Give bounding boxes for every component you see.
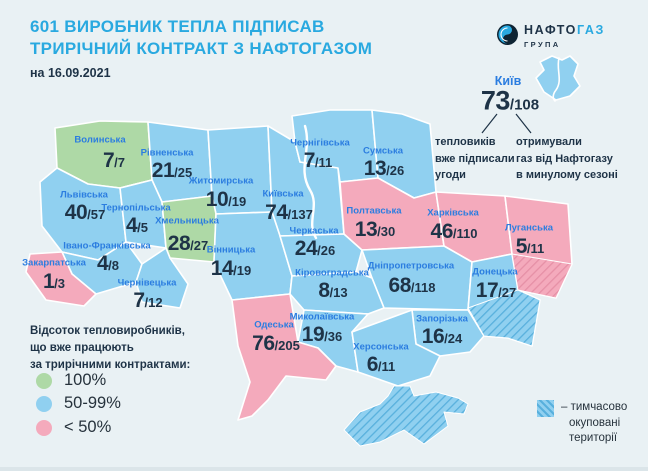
region-value-cherkasy: 24/26 <box>294 237 336 260</box>
region-label-ternopil: Тернопільська <box>101 202 171 214</box>
region-label-zakarpattia: Закарпатська <box>22 257 86 269</box>
region-label-kharkiv: Харківська <box>427 207 479 219</box>
region-value-chernivtsi: 7/12 <box>133 289 163 312</box>
region-value-khmelnytskyi: 28/27 <box>167 232 209 255</box>
region-value-vinnytsia: 14/19 <box>210 257 252 280</box>
occupied-legend: – тимчасово окуповані території <box>537 400 627 447</box>
legend-item-below-50: < 50% <box>36 418 111 437</box>
region-label-ivano-frankivsk: Івано-Франківська <box>63 240 151 252</box>
region-label-rivne: Рівненська <box>140 147 194 159</box>
region-value-ivano-frankivsk: 4/8 <box>96 252 120 275</box>
region-label-volyn: Волинська <box>74 134 126 146</box>
region-value-poltava: 13/30 <box>354 218 396 241</box>
region-value-kyiv-city: 73/108 <box>480 85 540 116</box>
region-value-rivne: 21/25 <box>151 159 193 182</box>
region-label-chernihiv: Чернігівська <box>290 137 350 149</box>
region-label-vinnytsia: Вінницька <box>206 244 256 256</box>
kyiv-river <box>552 57 561 102</box>
page-title: 601 ВИРОБНИК ТЕПЛА ПІДПИСАВ ТРИРІЧНИЙ КО… <box>30 16 372 60</box>
region-label-zaporizhzhia: Запорізька <box>416 313 468 325</box>
region-zakarpattia <box>25 251 97 307</box>
naftogaz-logo-icon <box>497 24 518 45</box>
region-value-zhytomyr: 10/19 <box>205 188 247 211</box>
region-label-poltava: Полтавська <box>346 205 402 217</box>
region-label-chernivtsi: Чернівецька <box>117 277 177 289</box>
brand-subtitle: ГРУПА <box>524 40 561 49</box>
region-value-kharkiv: 46/110 <box>430 220 478 243</box>
bottom-edge <box>0 467 648 471</box>
callout-note-left: тепловиків вже підписали угоди <box>435 136 515 181</box>
region-value-donetsk: 17/27 <box>475 279 517 302</box>
region-label-zhytomyr: Житомирська <box>188 175 254 187</box>
callout-line-left <box>481 113 498 134</box>
region-chernivtsi <box>135 247 189 309</box>
region-kyiv-city <box>535 55 581 101</box>
region-label-sumy: Сумська <box>362 145 404 157</box>
region-odesa <box>231 293 337 421</box>
region-cherkasy <box>279 233 363 277</box>
region-value-kherson: 6/11 <box>366 353 396 376</box>
legend-dot-pink <box>36 419 52 436</box>
region-label-dnipro: Дніпропетровська <box>367 260 455 272</box>
legend-intro: Відсоток тепловиробників, що вже працюют… <box>30 325 191 371</box>
donetsk-occupied-overlay <box>467 289 541 347</box>
region-value-lviv: 40/57 <box>64 201 106 224</box>
callout-note-right: отримували газ від Нафтогазу в минулому … <box>516 136 618 181</box>
dnipro-river <box>303 124 318 240</box>
region-label-lviv: Львівська <box>60 189 108 201</box>
callout-line-right <box>515 113 532 134</box>
region-value-odesa: 76/205 <box>252 332 300 355</box>
region-value-chernihiv: 7/11 <box>303 149 333 172</box>
region-value-ternopil: 4/5 <box>125 214 149 237</box>
region-label-luhansk: Луганська <box>504 222 554 234</box>
region-label-odesa: Одеська <box>254 319 294 331</box>
region-value-zakarpattia: 1/3 <box>42 270 66 293</box>
title-line2: ТРИРІЧНИЙ КОНТРАКТ З НАФТОГАЗОМ <box>30 39 373 58</box>
legend-dot-green <box>36 372 52 389</box>
region-value-volyn: 7/7 <box>102 149 126 172</box>
region-label-mykolaiv: Миколаївська <box>289 311 355 323</box>
region-value-luhansk: 5/11 <box>515 235 545 258</box>
region-value-kyiv-oblast: 74/137 <box>265 201 313 224</box>
luhansk-occupied-overlay <box>511 253 573 299</box>
legend-dot-blue <box>36 395 52 412</box>
region-label-kherson: Херсонська <box>353 341 409 353</box>
region-value-kirovohrad: 8/13 <box>318 279 348 302</box>
region-label-khmelnytskyi: Хмельницька <box>155 215 219 227</box>
region-crimea-occupied <box>343 385 469 447</box>
occupied-swatch <box>537 400 554 417</box>
region-value-dnipro: 68/118 <box>388 274 436 297</box>
date-label: на 16.09.2021 <box>30 66 111 80</box>
region-label-kirovohrad: Кіровоградська <box>295 267 369 279</box>
region-label-kyiv-city: Київ <box>494 74 522 88</box>
region-label-kyiv-oblast: Київська <box>262 188 304 200</box>
region-label-donetsk: Донецька <box>472 266 518 278</box>
region-kirovohrad <box>289 271 385 315</box>
region-value-sumy: 13/26 <box>363 157 405 180</box>
region-label-cherkasy: Черкаська <box>289 225 339 237</box>
region-value-mykolaiv: 19/36 <box>301 323 343 346</box>
region-kherson <box>351 309 441 387</box>
title-line1: 601 ВИРОБНИК ТЕПЛА ПІДПИСАВ <box>30 17 325 36</box>
legend-item-100: 100% <box>36 371 106 390</box>
legend-item-50-99: 50-99% <box>36 394 121 413</box>
region-value-zaporizhzhia: 16/24 <box>421 325 463 348</box>
brand-name: НАФТОГАЗ <box>524 23 605 37</box>
naftogaz-logo: НАФТОГАЗ ГРУПА <box>497 24 605 51</box>
